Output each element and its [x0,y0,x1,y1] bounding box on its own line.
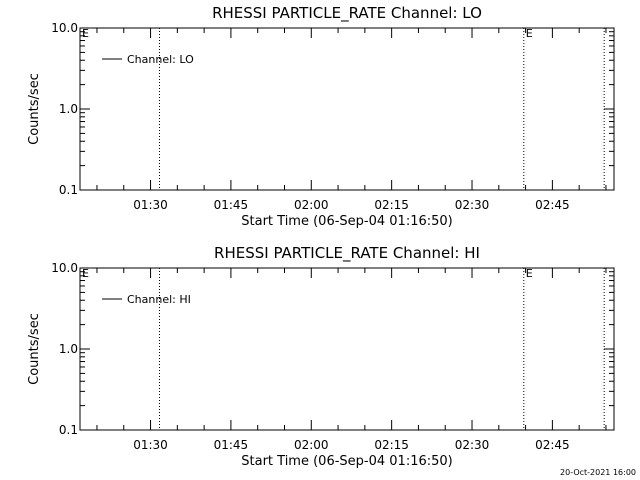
x-tick-label: 02:30 [455,438,490,452]
x-tick-label: 02:15 [374,198,409,212]
x-tick-label: 02:00 [294,198,329,212]
chart-panel-1: RHESSI PARTICLE_RATE Channel: LO Counts/s… [27,4,615,229]
x-axis-label: Start Time (06-Sep-04 01:16:50) [241,454,452,469]
event-line-label: E [526,267,533,280]
y-tick-label: 10.0 [51,21,78,35]
event-line-label: E [526,27,533,40]
legend-entry: Channel: LO [127,53,194,66]
x-tick-label: 02:15 [374,438,409,452]
x-tick-label: 02:00 [294,438,329,452]
y-tick-label: 0.1 [59,423,78,437]
y-tick-label: 1.0 [59,342,78,356]
y-tick-label: 1.0 [59,102,78,116]
x-tick-label: 02:45 [535,438,570,452]
render-timestamp: 20-Oct-2021 16:00 [560,468,636,477]
corner-flag: E [82,267,89,280]
x-tick-label: 02:30 [455,198,490,212]
x-tick-label: 01:30 [133,438,168,452]
x-axis-label: Start Time (06-Sep-04 01:16:50) [241,214,452,229]
chart-panel-2: RHESSI PARTICLE_RATE Channel: HI Counts/s… [27,244,615,469]
corner-flag: E [82,27,89,40]
chart-title: RHESSI PARTICLE_RATE Channel: HI [214,244,480,263]
y-tick-label: 0.1 [59,183,78,197]
y-axis-label: Counts/sec [27,313,42,385]
y-tick-label: 10.0 [51,261,78,275]
y-axis-label: Counts/sec [27,73,42,145]
legend-entry: Channel: HI [127,293,191,306]
x-tick-label: 01:45 [214,198,249,212]
x-tick-label: 02:45 [535,198,570,212]
x-tick-label: 01:30 [133,198,168,212]
x-tick-label: 01:45 [214,438,249,452]
chart-title: RHESSI PARTICLE_RATE Channel: LO [212,4,482,23]
